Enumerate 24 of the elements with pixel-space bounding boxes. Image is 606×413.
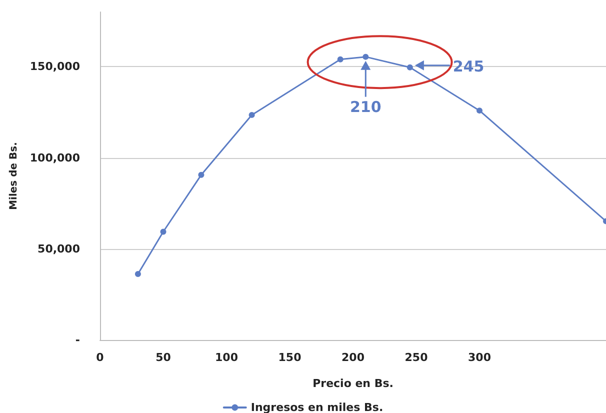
x-tick-label: 300 bbox=[468, 351, 492, 364]
y-axis-title: Miles de Bs. bbox=[8, 142, 20, 210]
annotation: 210 bbox=[350, 98, 382, 116]
x-axis-title: Precio en Bs. bbox=[312, 377, 394, 390]
y-tick-label: 50,000 bbox=[38, 242, 80, 256]
point bbox=[198, 172, 204, 178]
x-tick-label: 100 bbox=[215, 351, 238, 364]
point bbox=[160, 228, 166, 235]
point bbox=[248, 112, 255, 118]
x-tick-label: 250 bbox=[404, 351, 428, 364]
point bbox=[476, 108, 482, 114]
y-tick-label: 150,000 bbox=[30, 60, 80, 74]
x-tick-label: 150 bbox=[278, 351, 302, 364]
point bbox=[362, 54, 369, 60]
y-tick-label: 100,000 bbox=[30, 151, 80, 164]
point bbox=[134, 271, 141, 278]
x-tick-label: 0 bbox=[96, 351, 104, 364]
legend-label: Ingresos en miles Bs. bbox=[250, 401, 384, 413]
x-tick-label: 50 bbox=[156, 351, 172, 364]
y-tick-label: - bbox=[75, 334, 80, 346]
point bbox=[337, 56, 344, 62]
x-tick-label: 200 bbox=[342, 351, 365, 364]
annotation: 245 bbox=[452, 57, 484, 76]
point bbox=[406, 64, 413, 70]
